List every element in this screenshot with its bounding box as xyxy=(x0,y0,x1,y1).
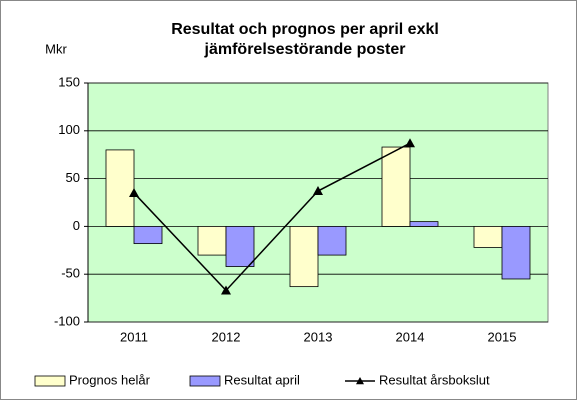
x-tick-label: 2011 xyxy=(120,329,148,344)
x-tick-label: 2014 xyxy=(396,329,425,344)
legend-label: Resultat april xyxy=(224,372,300,387)
y-tick-label: -100 xyxy=(54,313,80,328)
line-marker xyxy=(313,186,323,196)
bar xyxy=(473,225,503,248)
bar xyxy=(501,225,531,280)
chart-title: Resultat och prognos per april exkl xyxy=(171,21,439,38)
legend-label: Prognos helår xyxy=(69,372,151,387)
legend-marker xyxy=(356,377,364,385)
bar xyxy=(133,225,163,245)
y-tick-label: 50 xyxy=(66,170,80,185)
bar xyxy=(409,221,439,227)
legend-label: Resultat årsbokslut xyxy=(379,372,490,387)
line-marker xyxy=(221,285,231,295)
y-tick-label: 0 xyxy=(73,218,80,233)
bar xyxy=(225,225,255,267)
x-tick-label: 2015 xyxy=(488,329,517,344)
bar xyxy=(105,149,135,227)
x-tick-label: 2012 xyxy=(212,329,241,344)
bar xyxy=(317,225,347,256)
y-tick-label: -50 xyxy=(61,266,80,281)
line xyxy=(133,142,411,292)
line-marker xyxy=(405,138,415,148)
bar xyxy=(381,146,411,227)
legend-swatch xyxy=(189,375,221,387)
x-tick-label: 2013 xyxy=(304,329,333,344)
y-tick-label: 150 xyxy=(58,74,80,89)
bar xyxy=(289,225,319,288)
y-tick-label: 100 xyxy=(58,122,80,137)
y-axis-label: Mkr xyxy=(45,41,67,56)
line-marker xyxy=(129,187,139,197)
legend-swatch xyxy=(34,375,66,387)
chart-title: jämförelsestörande poster xyxy=(204,41,406,58)
bar xyxy=(197,225,227,256)
